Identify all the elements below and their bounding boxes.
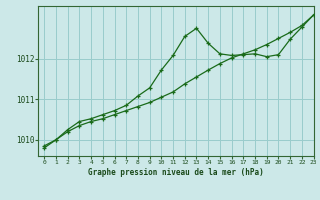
- X-axis label: Graphe pression niveau de la mer (hPa): Graphe pression niveau de la mer (hPa): [88, 168, 264, 177]
